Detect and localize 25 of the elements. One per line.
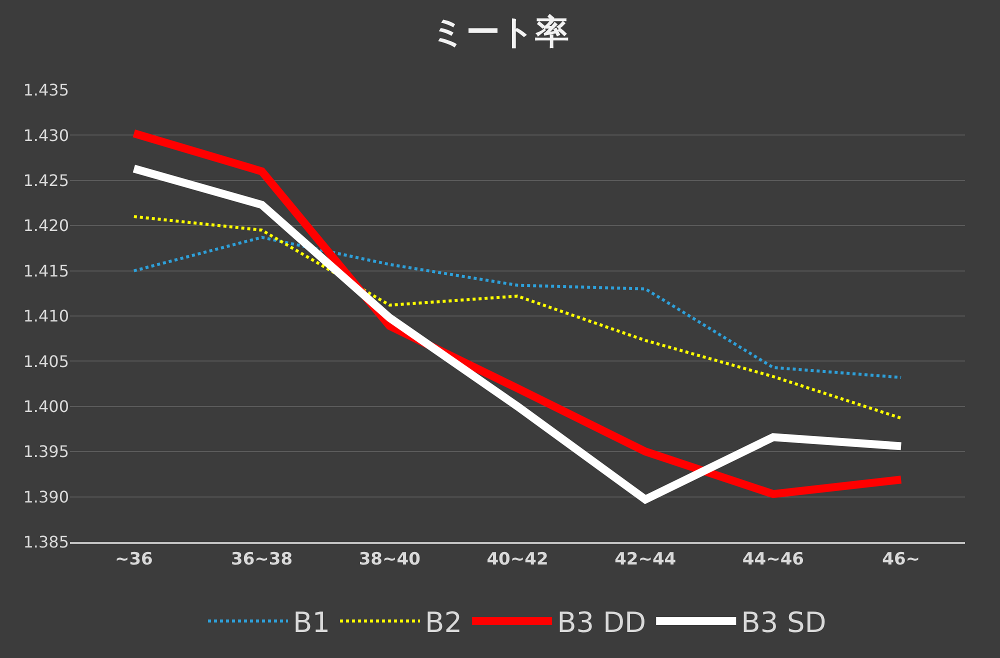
line-series [132,236,903,379]
x-tick-label: 38~40 [358,549,421,570]
y-tick-label: 1.420 [23,216,69,236]
x-tick-label: 42~44 [614,549,676,570]
y-tick-label: 1.390 [23,487,69,506]
chart-title: ミート率 [431,12,569,53]
legend-label: B1 [293,606,330,639]
y-tick-label: 1.415 [23,261,69,280]
y-tick-label: 1.435 [23,80,69,100]
y-tick-label: 1.410 [23,306,69,326]
line-series [132,215,903,420]
legend-label: B3 DD [557,606,646,639]
legend-label: B2 [425,606,462,639]
x-tick-label: 40~42 [486,549,548,570]
y-tick-label: 1.425 [23,171,69,190]
y-tick-label: 1.405 [23,352,69,371]
x-tick-label: 36~38 [231,549,293,570]
y-tick-label: 1.430 [23,126,69,145]
x-tick-label: 44~46 [742,549,804,570]
y-tick-label: 1.385 [23,532,69,552]
y-tick-label: 1.395 [23,442,69,462]
legend-label: B3 SD [741,606,826,639]
y-tick-label: 1.400 [23,397,69,416]
x-tick-label: 46~ [882,549,920,570]
x-tick-label: ~36 [114,549,153,570]
